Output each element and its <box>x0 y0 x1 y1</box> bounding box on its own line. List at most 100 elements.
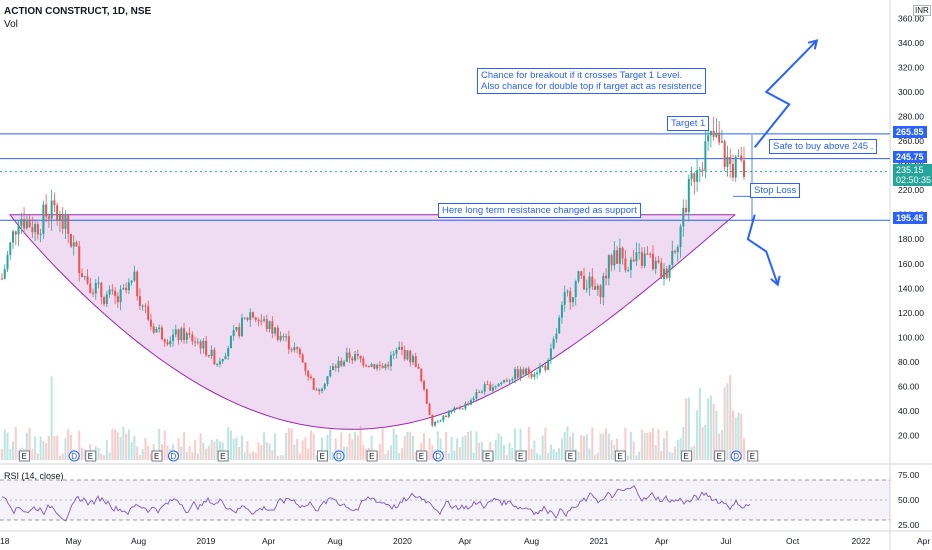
candle-body <box>340 360 343 366</box>
candle-body <box>1 278 3 280</box>
volume-bar <box>569 436 572 460</box>
volume-bar <box>649 432 652 460</box>
candle-body <box>160 327 163 340</box>
stop-loss-label[interactable]: Stop Loss <box>750 183 801 198</box>
candle-body <box>224 356 227 359</box>
candle-body <box>594 286 597 290</box>
candle-body <box>287 336 290 350</box>
chart-title[interactable]: ACTION CONSTRUCT, 1D, NSE <box>4 6 152 17</box>
candle-body <box>497 384 500 387</box>
target1-label[interactable]: Target 1 <box>667 116 710 131</box>
volume-bar <box>147 445 150 460</box>
candle-body <box>218 361 221 365</box>
volume-bar <box>536 453 539 460</box>
price-tick-label: 280.00 <box>898 112 924 122</box>
volume-bar <box>14 426 17 460</box>
candle-body <box>436 421 439 423</box>
volume-bar <box>698 388 701 460</box>
volume-bar <box>445 431 448 460</box>
candle-body <box>674 250 677 253</box>
volume-bar <box>549 444 552 460</box>
candle-body <box>563 292 566 305</box>
breakout-note[interactable]: Chance for breakout if it crosses Target… <box>477 68 706 94</box>
volume-bar <box>320 437 323 460</box>
price-tick-label: 60.00 <box>898 381 920 391</box>
volume-bar <box>411 435 414 460</box>
candle-body <box>665 268 668 278</box>
candle-body <box>86 276 89 284</box>
volume-bar <box>558 448 561 460</box>
candle-body <box>663 268 665 279</box>
candle-body <box>571 297 574 303</box>
price-tick-label: 360.00 <box>898 13 924 23</box>
candle-body <box>389 355 392 367</box>
volume-bar <box>362 444 365 460</box>
volume-bar <box>497 432 500 460</box>
volume-bar <box>216 438 219 460</box>
volume-bar <box>370 435 373 460</box>
safe-buy-label[interactable]: Safe to buy above 245 . <box>769 139 878 154</box>
volume-bar <box>660 450 663 460</box>
rsi-label[interactable]: RSI (14, close) <box>4 471 64 481</box>
volume-bar <box>183 432 186 460</box>
candle-body <box>69 233 72 247</box>
price-tick-label: 180.00 <box>898 234 924 244</box>
earnings-badge-label: E <box>220 452 225 461</box>
candle-body <box>693 173 696 182</box>
currency-badge[interactable]: INR <box>913 5 931 16</box>
candle-body <box>709 130 712 136</box>
volume-bar <box>158 428 161 460</box>
volume-bar <box>276 455 279 460</box>
volume-bar <box>127 429 130 460</box>
candle-body <box>566 291 569 293</box>
time-tick-label: 18 <box>0 536 10 546</box>
price-tick-label: 120.00 <box>898 308 924 318</box>
candle-body <box>42 204 45 234</box>
volume-bar <box>613 445 616 460</box>
volume-bar <box>458 447 461 460</box>
volume-bar <box>723 387 726 460</box>
time-tick-label: Aug <box>328 536 343 546</box>
time-tick-label: May <box>66 536 83 546</box>
candle-body <box>235 326 238 331</box>
earnings-badge <box>515 450 527 462</box>
volume-bar <box>624 427 627 460</box>
earnings-badge-label: E <box>568 452 573 461</box>
earnings-badge <box>217 450 229 462</box>
candle-body <box>726 156 729 167</box>
volume-bar <box>398 453 401 460</box>
volume-bar <box>654 445 657 460</box>
candle-body <box>229 336 232 349</box>
candle-body <box>216 364 219 366</box>
candle-body <box>348 352 351 359</box>
candle-body <box>318 389 321 392</box>
candle-body <box>480 391 483 393</box>
target-price-tag: 265.85 <box>893 126 927 138</box>
candle-body <box>489 384 492 391</box>
volume-bar <box>511 447 514 460</box>
candle-body <box>260 320 263 322</box>
candle-body <box>624 258 627 271</box>
volume-bar <box>53 435 56 460</box>
candle-body <box>409 350 412 363</box>
candle-body <box>64 215 67 229</box>
candle-body <box>97 282 100 284</box>
candle-body <box>491 387 494 391</box>
volume-bar <box>163 430 166 460</box>
rsi-line <box>1 485 751 522</box>
volume-bar <box>602 433 605 460</box>
volume-bar <box>685 398 688 460</box>
candle-body <box>296 347 299 349</box>
candle-body <box>243 317 246 319</box>
volume-bar <box>447 453 450 460</box>
candle-body <box>685 207 688 213</box>
candle-body <box>166 342 169 345</box>
volume-bar <box>83 449 86 460</box>
volume-bar <box>643 432 646 460</box>
support-label[interactable]: Here long term resistance changed as sup… <box>438 203 641 218</box>
volume-bar <box>125 433 128 460</box>
breakout-arrowhead <box>807 39 819 50</box>
candle-body <box>103 297 106 304</box>
